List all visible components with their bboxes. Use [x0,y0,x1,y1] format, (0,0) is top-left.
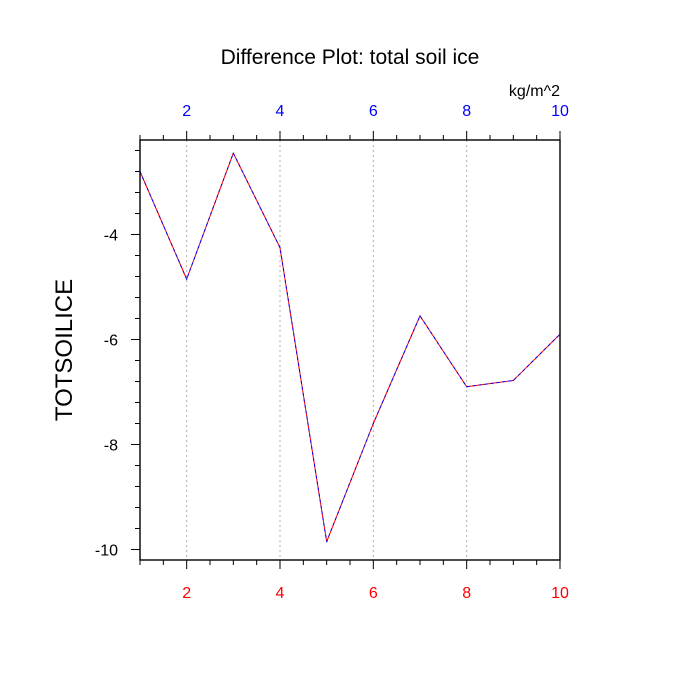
series-line-base [139,152,561,543]
tick-labels: 2 2 4 4 6 6 8 8 10 10 -10 -8 -6 -4 [95,103,569,602]
x-tick-label-top: 8 [462,103,471,120]
x-tick-label-bottom: 2 [182,585,191,602]
x-tick-label-bottom: 6 [369,585,378,602]
units-label: kg/m^2 [509,83,560,100]
data-point [512,379,514,382]
x-tick-label-top: 4 [276,103,285,120]
data-point [326,541,328,543]
x-tick-label-bottom: 8 [462,585,471,602]
chart-title: Difference Plot: total soil ice [221,46,480,69]
y-tick-label: -10 [95,543,118,560]
x-tick-label-bottom: 10 [551,585,569,602]
x-tick-label-top: 10 [551,103,569,120]
y-tick-label: -6 [104,333,118,350]
data-point [372,422,374,425]
plot-frame [139,139,561,561]
y-tick-label: -4 [104,228,118,245]
data-point [232,152,234,154]
axis-ticks [131,131,561,569]
x-tick-label-top: 6 [369,103,378,120]
x-tick-label-top: 2 [182,103,191,120]
series-line [139,152,561,543]
grid-lines [186,140,468,560]
y-tick-label: -8 [104,438,118,455]
data-point [186,278,188,280]
x-tick-label-bottom: 4 [276,585,285,602]
data-point [466,386,468,388]
data-point [419,315,421,317]
data-point [279,247,281,249]
y-axis-label: TOTSOILICE [51,279,78,421]
